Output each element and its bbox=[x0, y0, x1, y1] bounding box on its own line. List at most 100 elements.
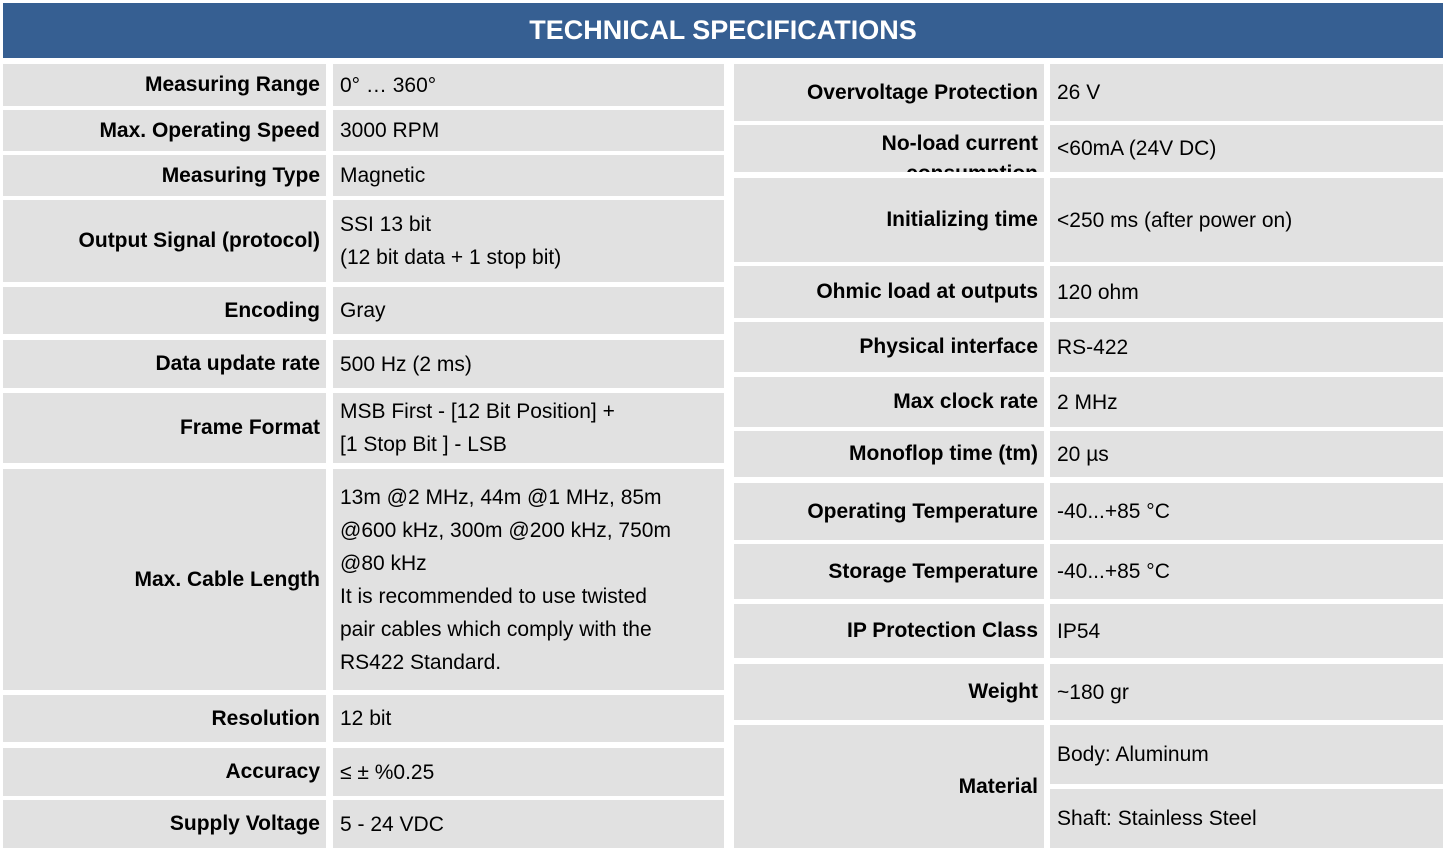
spec-value-line: 0° … 360° bbox=[340, 73, 437, 97]
spec-label: Resolution bbox=[3, 695, 326, 742]
spec-label: Max clock rate bbox=[734, 377, 1044, 427]
spec-value: 12 bit bbox=[333, 695, 724, 742]
spec-value-line: RS-422 bbox=[1057, 335, 1129, 359]
spec-value-line: 12 bit bbox=[340, 707, 392, 730]
spec-value: Gray bbox=[333, 287, 724, 334]
spec-value-line: (12 bit data + 1 stop bit) bbox=[340, 246, 562, 269]
spec-value: 13m @2 MHz, 44m @1 MHz, 85m @600 kHz, 300… bbox=[333, 469, 724, 690]
spec-value: -40...+85 °C bbox=[1050, 544, 1443, 599]
spec-value-line: 3000 RPM bbox=[340, 119, 440, 142]
spec-value-line: IP54 bbox=[1057, 619, 1101, 643]
spec-label: Initializing time bbox=[734, 178, 1044, 262]
spec-label-text: IP Protection Class bbox=[846, 619, 1038, 642]
spec-value-line: -40...+85 °C bbox=[1057, 560, 1170, 583]
spec-label-text: Supply Voltage bbox=[169, 812, 320, 835]
spec-value: Body: Aluminum bbox=[1050, 725, 1443, 784]
spec-value-line: <60mA (24V DC) bbox=[1057, 137, 1217, 160]
spec-label-text: Monoflop time (tm) bbox=[849, 442, 1038, 465]
spec-label: Max. Cable Length bbox=[3, 469, 326, 690]
spec-label: Frame Format bbox=[3, 393, 326, 463]
spec-label: Weight bbox=[734, 664, 1044, 720]
spec-value-line: 20 µs bbox=[1057, 442, 1109, 466]
spec-value: <60mA (24V DC) bbox=[1050, 125, 1443, 172]
spec-value: 2 MHz bbox=[1050, 377, 1443, 427]
spec-value: <250 ms (after power on) bbox=[1050, 178, 1443, 262]
spec-label-text: Physical interface bbox=[859, 335, 1038, 358]
spec-label-text: Accuracy bbox=[225, 760, 320, 783]
spec-value-line: It is recommended to use twisted bbox=[340, 584, 647, 608]
spec-label: Operating Temperature bbox=[734, 483, 1044, 540]
spec-label: Encoding bbox=[3, 287, 326, 334]
spec-value-line: 500 Hz (2 ms) bbox=[340, 352, 472, 376]
spec-label: Output Signal (protocol) bbox=[3, 200, 326, 282]
spec-value-line: pair cables which comply with the bbox=[340, 617, 652, 641]
spec-value: 26 V bbox=[1050, 64, 1443, 121]
spec-value: 3000 RPM bbox=[333, 110, 724, 151]
spec-label-text: Storage Temperature bbox=[828, 559, 1038, 583]
spec-label-text: Ohmic load at outputs bbox=[816, 280, 1038, 303]
spec-value: 120 ohm bbox=[1050, 266, 1443, 318]
spec-label: Max. Operating Speed bbox=[3, 110, 326, 151]
spec-value-line: 26 V bbox=[1057, 81, 1101, 104]
spec-label: Data update rate bbox=[3, 340, 326, 388]
spec-value-line: ~180 gr bbox=[1057, 680, 1129, 704]
spec-value-line: 5 - 24 VDC bbox=[340, 812, 444, 836]
spec-value: Shaft: Stainless Steel bbox=[1050, 789, 1443, 848]
spec-label: Accuracy bbox=[3, 748, 326, 796]
spec-value: Magnetic bbox=[333, 155, 724, 196]
spec-label-text: Frame Format bbox=[179, 416, 320, 439]
spec-label-text: Max. Cable Length bbox=[134, 567, 320, 591]
spec-label-text: Output Signal (protocol) bbox=[78, 229, 320, 252]
spec-value: 0° … 360° bbox=[333, 64, 724, 106]
table-title: TECHNICAL SPECIFICATIONS bbox=[3, 3, 1443, 58]
spec-label-text: Max clock rate bbox=[893, 390, 1038, 413]
spec-label: Monoflop time (tm) bbox=[734, 431, 1044, 477]
spec-label-text: Data update rate bbox=[155, 352, 320, 375]
spec-label: Overvoltage Protection bbox=[734, 64, 1044, 121]
spec-value: 5 - 24 VDC bbox=[333, 800, 724, 848]
spec-value-line: Magnetic bbox=[340, 164, 426, 187]
spec-value-line: ≤ ± %0.25 bbox=[340, 760, 435, 784]
spec-label: Supply Voltage bbox=[3, 800, 326, 848]
spec-value-line: 120 ohm bbox=[1057, 280, 1139, 304]
spec-value-line: <250 ms (after power on) bbox=[1057, 208, 1293, 232]
spec-value: 20 µs bbox=[1050, 431, 1443, 477]
spec-label: IP Protection Class bbox=[734, 604, 1044, 658]
spec-value: 500 Hz (2 ms) bbox=[333, 340, 724, 388]
spec-label-text: Encoding bbox=[224, 298, 320, 322]
spec-value-line: 2 MHz bbox=[1057, 390, 1118, 414]
spec-label-text: Material bbox=[958, 774, 1038, 798]
spec-value-line: 13m @2 MHz, 44m @1 MHz, 85m bbox=[340, 485, 662, 509]
spec-label: Measuring Range bbox=[3, 64, 326, 106]
spec-value: ~180 gr bbox=[1050, 664, 1443, 720]
spec-value-line: Gray bbox=[340, 299, 386, 322]
spec-label-text: Measuring Type bbox=[161, 163, 320, 187]
spec-label-text: Operating Temperature bbox=[807, 499, 1038, 523]
spec-label: Physical interface bbox=[734, 322, 1044, 372]
spec-value-line: -40...+85 °C bbox=[1057, 500, 1170, 523]
spec-value-line: RS422 Standard. bbox=[340, 650, 502, 674]
spec-label: Measuring Type bbox=[3, 155, 326, 196]
spec-value: -40...+85 °C bbox=[1050, 483, 1443, 540]
spec-value-line: MSB First - [12 Bit Position] + bbox=[340, 400, 615, 423]
spec-value: IP54 bbox=[1050, 604, 1443, 658]
spec-value: SSI 13 bit (12 bit data + 1 stop bit) bbox=[333, 200, 724, 282]
spec-value: ≤ ± %0.25 bbox=[333, 748, 724, 796]
spec-label: No-load current consumption bbox=[734, 125, 1044, 172]
spec-value-line: [1 Stop Bit ] - LSB bbox=[340, 433, 507, 456]
spec-label: Material bbox=[734, 725, 1044, 848]
spec-label: Ohmic load at outputs bbox=[734, 266, 1044, 318]
spec-label-text: Overvoltage Protection bbox=[806, 80, 1038, 104]
spec-value-text: Body: Aluminum bbox=[1057, 743, 1209, 766]
spec-label-text: Max. Operating Speed bbox=[99, 118, 320, 142]
spec-label-text: Measuring Range bbox=[144, 73, 320, 96]
spec-value: MSB First - [12 Bit Position] + [1 Stop B… bbox=[333, 393, 724, 463]
spec-value-line: @80 kHz bbox=[340, 551, 427, 575]
spec-value-line: SSI 13 bit bbox=[340, 213, 432, 236]
spec-value-text: Shaft: Stainless Steel bbox=[1057, 807, 1257, 830]
spec-label-text: Resolution bbox=[211, 706, 321, 730]
spec-value-line: @600 kHz, 300m @200 kHz, 750m bbox=[340, 518, 671, 542]
spec-label: Storage Temperature bbox=[734, 544, 1044, 599]
spec-label-text: Initializing time bbox=[886, 208, 1038, 231]
